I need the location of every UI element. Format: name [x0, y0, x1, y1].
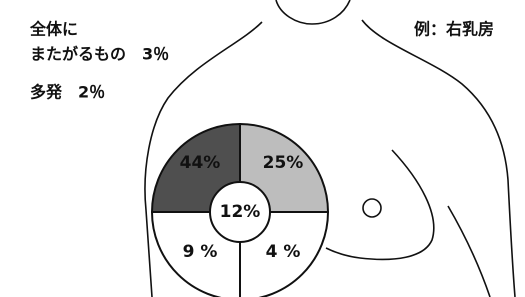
- label-line: 全体に: [29, 20, 78, 39]
- diagram: 44% 25% 9 % 4 % 12% 全体に またがるもの 3％ 多発 2％ …: [0, 0, 525, 297]
- quadrant-label: 25%: [263, 153, 304, 173]
- label-line: またがるもの 3％: [30, 45, 169, 64]
- label-line: 多発 2％: [30, 83, 105, 102]
- quadrant-label: 44%: [180, 153, 221, 173]
- quadrant-label: 4 %: [266, 242, 301, 262]
- quadrant-label: 9 %: [183, 242, 218, 262]
- center-label: 12%: [220, 202, 261, 222]
- example-label: 例：右乳房: [414, 20, 494, 39]
